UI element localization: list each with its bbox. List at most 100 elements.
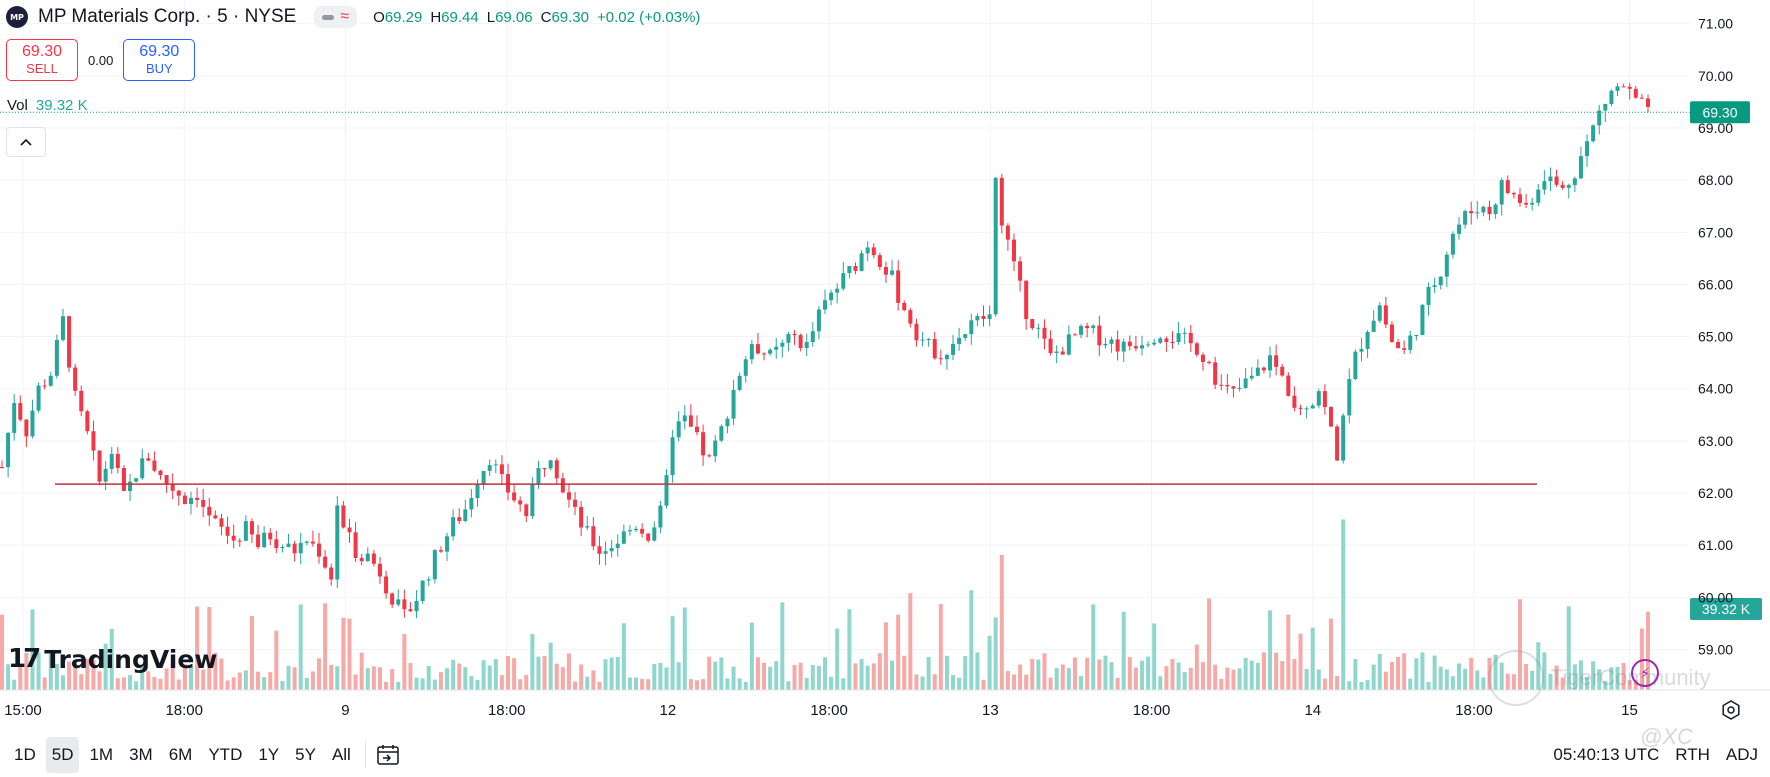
candle-body <box>48 375 53 386</box>
volume-bar <box>548 642 553 690</box>
range-ytd[interactable]: YTD <box>208 745 243 764</box>
data-delay-wave-icon: ≈ <box>340 8 350 25</box>
last-price-tag <box>1690 101 1750 124</box>
volume-bar <box>1633 680 1638 690</box>
session-info: 05:40:13 UTC RTH ADJ <box>1553 745 1758 765</box>
candle-body <box>1213 362 1218 385</box>
volume-bar <box>1597 669 1602 690</box>
range-1m[interactable]: 1M <box>89 745 114 764</box>
candle-body <box>1140 345 1145 349</box>
candle-body <box>298 542 303 554</box>
candle-body <box>1371 320 1376 332</box>
candle-body <box>829 292 834 301</box>
volume-bar <box>85 659 90 690</box>
range-3m[interactable]: 3M <box>129 745 153 764</box>
range-5d[interactable]: 5D <box>45 737 80 773</box>
watermark-logo-icon <box>1488 650 1544 706</box>
adj-toggle[interactable]: ADJ <box>1725 745 1758 764</box>
candle-body <box>1627 86 1632 89</box>
volume-bar <box>195 606 200 690</box>
price-chart[interactable]: 69.30 39.32 K 71.00 70.00 69.00 68.00 67.00 66… <box>0 0 1770 733</box>
volume-legend[interactable]: Vol 39.32 K <box>7 97 88 114</box>
y-tick-label: 65.00 <box>1698 329 1733 345</box>
range-1y[interactable]: 1Y <box>258 745 280 764</box>
volume-bar <box>1353 658 1358 690</box>
candle-body <box>1639 97 1644 99</box>
volume-bar <box>774 661 779 690</box>
candle-body <box>871 247 876 256</box>
go-to-date-button[interactable] <box>374 742 402 768</box>
volume-bar <box>493 659 498 690</box>
candle-body <box>1420 304 1425 336</box>
candle-body <box>1170 341 1175 343</box>
volume-bar <box>359 652 364 690</box>
volume-bar <box>1438 666 1443 690</box>
range-all[interactable]: All <box>331 745 351 764</box>
candle-body <box>280 546 285 548</box>
candle-body <box>749 344 754 360</box>
volume-bar <box>749 622 754 690</box>
range-5y[interactable]: 5Y <box>295 745 316 764</box>
candle-body <box>1603 103 1608 111</box>
y-tick-label: 64.00 <box>1698 381 1733 397</box>
volume-bar <box>164 668 169 690</box>
candle-body <box>396 599 401 605</box>
lightning-icon[interactable]: ⚡ <box>1631 659 1659 687</box>
gear-icon[interactable] <box>1719 698 1743 722</box>
volume-bar <box>524 674 529 690</box>
candle-body <box>1438 276 1443 286</box>
candle-body <box>134 478 139 482</box>
candle-body <box>1231 386 1236 389</box>
candle-body <box>883 266 888 275</box>
candle-body <box>1548 176 1553 182</box>
candle-body <box>835 288 840 293</box>
volume-bar <box>91 659 96 690</box>
volume-bar <box>999 555 1004 690</box>
range-6m[interactable]: 6M <box>168 745 193 764</box>
range-1d[interactable]: 1D <box>14 745 36 764</box>
candle-body <box>115 453 120 468</box>
candle-body <box>140 458 145 479</box>
volume-bar <box>390 669 395 690</box>
volume-bar <box>1316 669 1321 690</box>
volume-bars <box>0 519 1650 690</box>
volume-bar <box>823 657 827 690</box>
candle-body <box>341 505 346 528</box>
candle-body <box>524 504 529 517</box>
candle-body <box>944 354 949 360</box>
volume-bar <box>944 655 949 690</box>
symbol-title[interactable]: MP Materials Corp. · 5 · NYSE <box>38 6 297 27</box>
volume-bar <box>1365 680 1370 690</box>
volume-bar <box>755 657 760 690</box>
status-pill[interactable]: ≈ <box>314 6 358 28</box>
candle-body <box>981 316 986 320</box>
volume-bar <box>1591 661 1596 690</box>
buy-button[interactable]: 69.30 BUY <box>123 39 196 81</box>
candle-body <box>774 346 779 350</box>
utc-clock[interactable]: 05:40:13 UTC <box>1553 745 1660 764</box>
sell-button[interactable]: 69.30 SELL <box>6 39 78 81</box>
candle-body <box>1396 341 1401 349</box>
volume-bar <box>79 674 84 690</box>
volume-bar <box>176 679 181 690</box>
collapse-legend-button[interactable] <box>6 127 46 157</box>
volume-bar <box>1213 664 1218 690</box>
symbol-logo[interactable]: MP <box>6 6 28 28</box>
tradingview-logo[interactable]: 17 TradingView <box>8 644 217 674</box>
volume-bar <box>816 665 821 690</box>
candle-body <box>554 460 559 479</box>
volume-bar <box>6 664 11 690</box>
candle-body <box>1085 325 1090 329</box>
volume-bar <box>499 675 504 690</box>
volume-bar <box>1158 676 1163 690</box>
candle-body <box>603 551 608 554</box>
candle-body <box>762 353 767 355</box>
volume-bar <box>1182 672 1187 690</box>
rth-toggle[interactable]: RTH <box>1675 745 1710 764</box>
volume-bar <box>975 652 980 690</box>
candle-body <box>310 541 315 544</box>
volume-bar <box>469 675 474 690</box>
candle-body <box>627 530 632 532</box>
volume-bar <box>1615 666 1620 690</box>
candle-body <box>725 418 730 427</box>
